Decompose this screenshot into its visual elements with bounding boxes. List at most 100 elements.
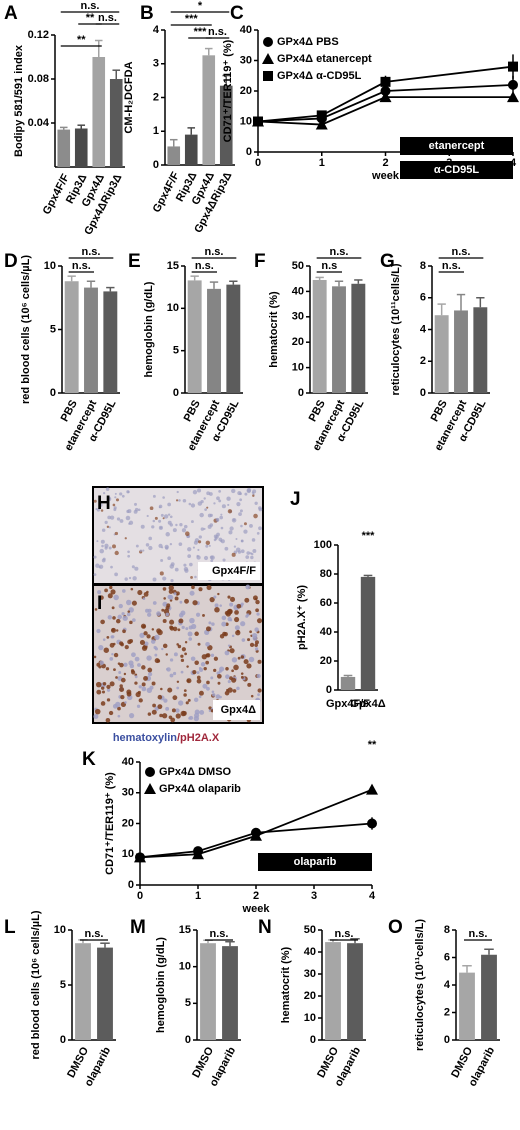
y-tick-label: 100: [314, 539, 332, 551]
marker: [250, 829, 262, 841]
nucleus: [221, 504, 226, 509]
nucleus: [94, 708, 101, 715]
nucleus: [187, 547, 192, 552]
nucleus: [213, 668, 217, 673]
nucleus: [256, 612, 260, 616]
legend-label: GPx4Δ α-CD95L: [277, 70, 362, 82]
nucleus: [232, 689, 237, 693]
y-tick-label: 60: [320, 597, 332, 609]
nucleus: [153, 645, 157, 650]
nucleus: [163, 698, 168, 703]
nucleus: [139, 639, 146, 646]
nucleus: [244, 597, 250, 603]
nucleus: [246, 663, 252, 669]
nucleus: [199, 667, 204, 672]
series-line: [257, 96, 513, 126]
nucleus: [235, 538, 238, 541]
nucleus: [216, 673, 222, 679]
y-tick-label: 10: [240, 115, 252, 127]
nucleus: [198, 587, 203, 592]
y-tick-label: 10: [179, 961, 191, 973]
y-tick-label: 10: [292, 362, 304, 374]
nucleus: [229, 602, 234, 607]
nucleus: [177, 628, 181, 632]
y-axis-label: red blood cells (10⁶ cells/µL): [20, 255, 32, 404]
x-tick-label: Gpx4F/F: [326, 698, 370, 710]
nucleus: [103, 492, 106, 495]
nucleus: [154, 653, 158, 657]
nucleus: [213, 656, 219, 661]
nucleus: [233, 545, 237, 548]
nucleus: [124, 701, 127, 704]
nucleus: [154, 634, 160, 641]
nucleus: [162, 587, 167, 591]
nucleus: [192, 546, 195, 549]
nucleus: [234, 616, 240, 623]
nucleus: [208, 621, 212, 625]
nucleus: [146, 514, 149, 518]
nucleus: [132, 576, 137, 581]
nucleus: [184, 598, 189, 604]
panel-letter: D: [4, 251, 18, 272]
nucleus: [122, 615, 128, 621]
nucleus: [258, 526, 262, 531]
nucleus: [170, 717, 176, 723]
significance-label: **: [368, 739, 377, 751]
nucleus: [93, 499, 97, 503]
nucleus: [157, 694, 163, 700]
nucleus: [127, 550, 130, 554]
panel-letter: H: [97, 493, 111, 514]
treatment-label: α-CD95L: [434, 164, 480, 176]
nucleus: [197, 642, 201, 646]
bar: [167, 146, 181, 165]
nucleus: [106, 525, 110, 529]
nucleus: [160, 513, 164, 517]
significance-label: ***: [362, 530, 376, 542]
nucleus: [106, 688, 111, 692]
significance-label: n.s.: [205, 246, 224, 258]
nucleus: [141, 686, 147, 692]
nucleus: [145, 543, 150, 547]
nucleus: [120, 694, 125, 700]
nucleus: [128, 576, 132, 580]
nucleus: [118, 603, 123, 609]
nucleus: [178, 700, 184, 706]
y-tick-label: 4: [420, 323, 427, 335]
nucleus: [126, 509, 130, 514]
y-tick-label: 0: [173, 387, 179, 399]
nucleus: [183, 524, 188, 529]
bar: [459, 972, 475, 1040]
nucleus: [239, 492, 242, 496]
nucleus: [169, 673, 174, 678]
nucleus: [203, 555, 209, 561]
nucleus: [254, 647, 259, 651]
y-tick-label: 0: [185, 1034, 191, 1046]
nucleus: [100, 539, 105, 544]
nucleus: [137, 508, 141, 511]
marker: [253, 116, 263, 127]
nucleus: [197, 501, 203, 506]
y-tick-label: 15: [167, 260, 179, 272]
y-tick-label: 30: [292, 311, 304, 323]
nucleus: [206, 491, 211, 496]
nucleus: [96, 540, 99, 543]
nucleus: [247, 682, 252, 687]
nucleus: [94, 608, 98, 611]
x-axis-label: week: [371, 170, 400, 182]
nucleus: [109, 585, 113, 590]
y-tick-label: 4: [444, 979, 451, 991]
nucleus: [205, 544, 209, 548]
nucleus: [102, 681, 107, 686]
nucleus: [169, 626, 175, 631]
treatment-bar: [400, 161, 513, 179]
y-tick-label: 30: [304, 968, 316, 980]
nucleus: [256, 618, 263, 624]
nucleus: [240, 524, 243, 528]
nucleus: [164, 544, 169, 550]
significance-label: n.s.: [72, 260, 91, 272]
nucleus: [135, 691, 141, 698]
bar: [97, 947, 113, 1040]
nucleus: [193, 697, 199, 703]
nucleus: [185, 627, 189, 631]
nucleus: [196, 675, 201, 680]
